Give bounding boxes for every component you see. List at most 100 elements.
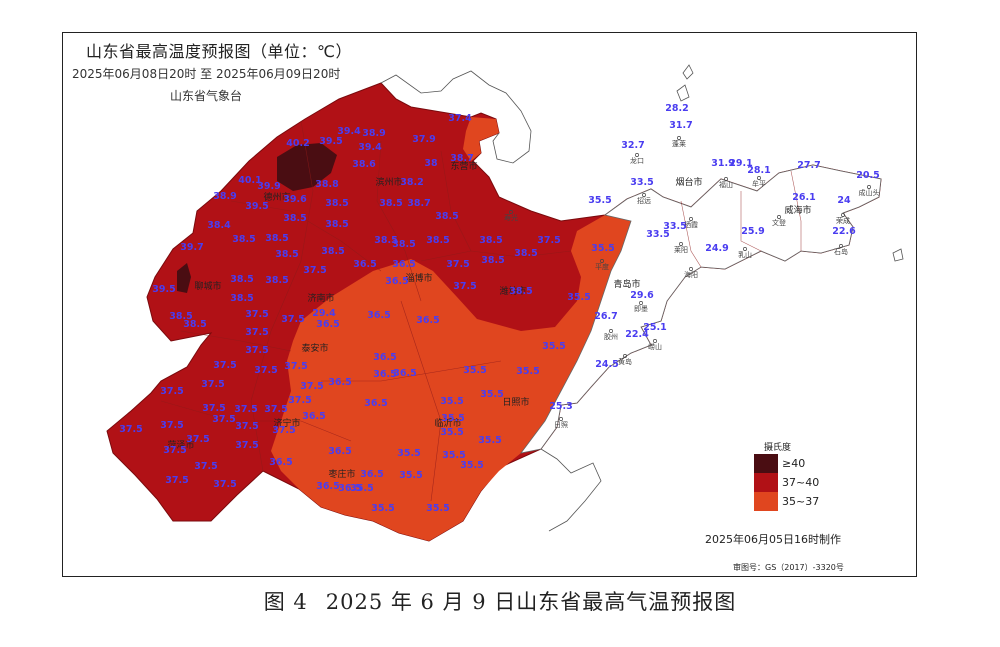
- temperature-value: 38.5: [426, 235, 449, 246]
- town-marker: [509, 210, 513, 214]
- temperature-value: 40.1: [238, 175, 261, 186]
- temperature-value: 37.5: [213, 479, 236, 490]
- temperature-value: 25.3: [549, 401, 572, 412]
- band-35-37: [271, 199, 631, 541]
- temperature-value: 38.5: [392, 239, 415, 250]
- city-label: 枣庄市: [328, 468, 355, 480]
- temperature-value: 35.5: [480, 389, 503, 400]
- town-label: 胶州: [604, 332, 618, 341]
- town-label: 日照: [554, 421, 568, 429]
- town-marker: [841, 213, 845, 217]
- legend-label: 37~40: [782, 476, 820, 489]
- temperature-value: 24.9: [705, 243, 728, 254]
- temperature-value: 24.5: [595, 359, 618, 370]
- temperature-value: 35.5: [463, 365, 486, 376]
- town-marker: [623, 354, 627, 358]
- temperature-value: 28.2: [665, 103, 688, 114]
- town-label: 寿光: [504, 213, 518, 222]
- temperature-value: 38.5: [265, 233, 288, 244]
- production-time: 2025年06月05日16时制作: [705, 533, 841, 546]
- city-label: 泰安市: [301, 342, 328, 354]
- town-marker: [635, 153, 639, 157]
- town-label: 乳山: [738, 250, 752, 259]
- temperature-value: 39.5: [245, 201, 268, 212]
- temperature-value: 31.7: [669, 120, 692, 131]
- city-label: 临沂市: [434, 417, 461, 429]
- temperature-value: 38.7: [450, 153, 473, 164]
- temperature-value: 35.5: [478, 435, 501, 446]
- temperature-value: 22.4: [625, 329, 649, 340]
- town-label: 牟平: [752, 179, 766, 188]
- temperature-value: 37.5: [235, 421, 258, 432]
- legend-item-ge40: ≥40: [754, 454, 805, 473]
- temperature-value: 38: [424, 158, 438, 169]
- city-label: 东营市: [450, 160, 477, 172]
- temperature-value: 38.2: [400, 177, 423, 188]
- temperature-value: 38.5: [183, 319, 206, 330]
- temperature-value: 36.5: [373, 352, 396, 363]
- city-label: 菏泽市: [167, 439, 194, 451]
- temperature-value: 38.5: [435, 211, 458, 222]
- map-title: 山东省最高温度预报图（单位：℃）: [86, 42, 352, 61]
- town-label: 海阳: [684, 270, 698, 279]
- temperature-value: 35.5: [440, 396, 463, 407]
- temperature-value: 36.5: [360, 469, 383, 480]
- temperature-value: 35.5: [591, 243, 614, 254]
- temperature-value: 22.6: [832, 226, 856, 237]
- temperature-value: 38.5: [325, 219, 348, 230]
- temperature-value: 29.1: [729, 158, 752, 169]
- island-3: [892, 248, 904, 262]
- town-marker: [724, 177, 728, 181]
- legend-swatch: [754, 473, 778, 492]
- temperature-value: 29.4: [312, 308, 336, 319]
- temperature-value: 36.5: [338, 483, 361, 494]
- temperature-value: 37.5: [160, 420, 183, 431]
- city-label: 潍坊市: [499, 285, 526, 297]
- temperature-value: 37.5: [165, 475, 188, 486]
- band-ge40-west: [177, 263, 191, 293]
- town-label: 平度: [595, 262, 609, 271]
- town-marker: [642, 193, 646, 197]
- temperature-value: 38.5: [374, 235, 397, 246]
- town-marker: [559, 417, 563, 421]
- temperature-value: 35.5: [371, 503, 394, 514]
- temperature-value: 31.9: [711, 158, 734, 169]
- temperature-value: 35.5: [542, 341, 565, 352]
- town-label: 招远: [637, 196, 651, 205]
- temperature-value: 37.5: [212, 414, 235, 425]
- town-label: 栖霞: [684, 220, 698, 229]
- map-frame: 蓬莱 龙口 福山 牟平 招远 栖霞 莱阳 海阳 乳山 文登 荣成 成山头 石岛 即墨 胶州 崂山 黄岛 日照 寿光平…: [62, 32, 917, 577]
- temperature-value: 36.5: [328, 446, 351, 457]
- city-label: 德州市: [263, 191, 290, 203]
- temperature-value: 36.5: [316, 481, 339, 492]
- temperature-value: 37.5: [202, 403, 225, 414]
- temperature-value: 40.2: [286, 138, 309, 149]
- town-label: 莱阳: [674, 245, 688, 254]
- island-1: [682, 64, 694, 80]
- temperature-value: 29.6: [630, 290, 654, 301]
- town-label: 即墨: [634, 305, 648, 313]
- city-label: 青岛市: [613, 278, 640, 290]
- temperature-value: 35.5: [441, 413, 464, 424]
- city-label: 滨州市: [375, 176, 402, 188]
- temperature-value: 35.5: [440, 427, 463, 438]
- temperature-value: 36.5: [392, 259, 415, 270]
- temperature-value: 35.5: [426, 503, 449, 514]
- temperature-value: 38.8: [315, 179, 339, 190]
- temperature-value: 28.1: [747, 165, 770, 176]
- town-label: 福山: [719, 180, 733, 189]
- temperature-value: 38.9: [362, 128, 385, 139]
- temperature-value: 36.5: [302, 411, 325, 422]
- temperature-value: 36.5: [385, 276, 408, 287]
- town-marker: [839, 244, 843, 248]
- temperature-value: 37.5: [213, 360, 236, 371]
- town-label: 荣成: [836, 216, 850, 225]
- temperature-value: 37.5: [537, 235, 560, 246]
- temperature-value: 38.5: [265, 275, 288, 286]
- forecast-period: 2025年06月08日20时 至 2025年06月09日20时: [72, 67, 341, 81]
- legend: 摄氏度 ≥40 37~40 35~37: [750, 440, 840, 520]
- town-label: 崂山: [648, 342, 662, 351]
- temperature-value: 39.5: [319, 136, 342, 147]
- neighbor-border-north: [380, 70, 532, 164]
